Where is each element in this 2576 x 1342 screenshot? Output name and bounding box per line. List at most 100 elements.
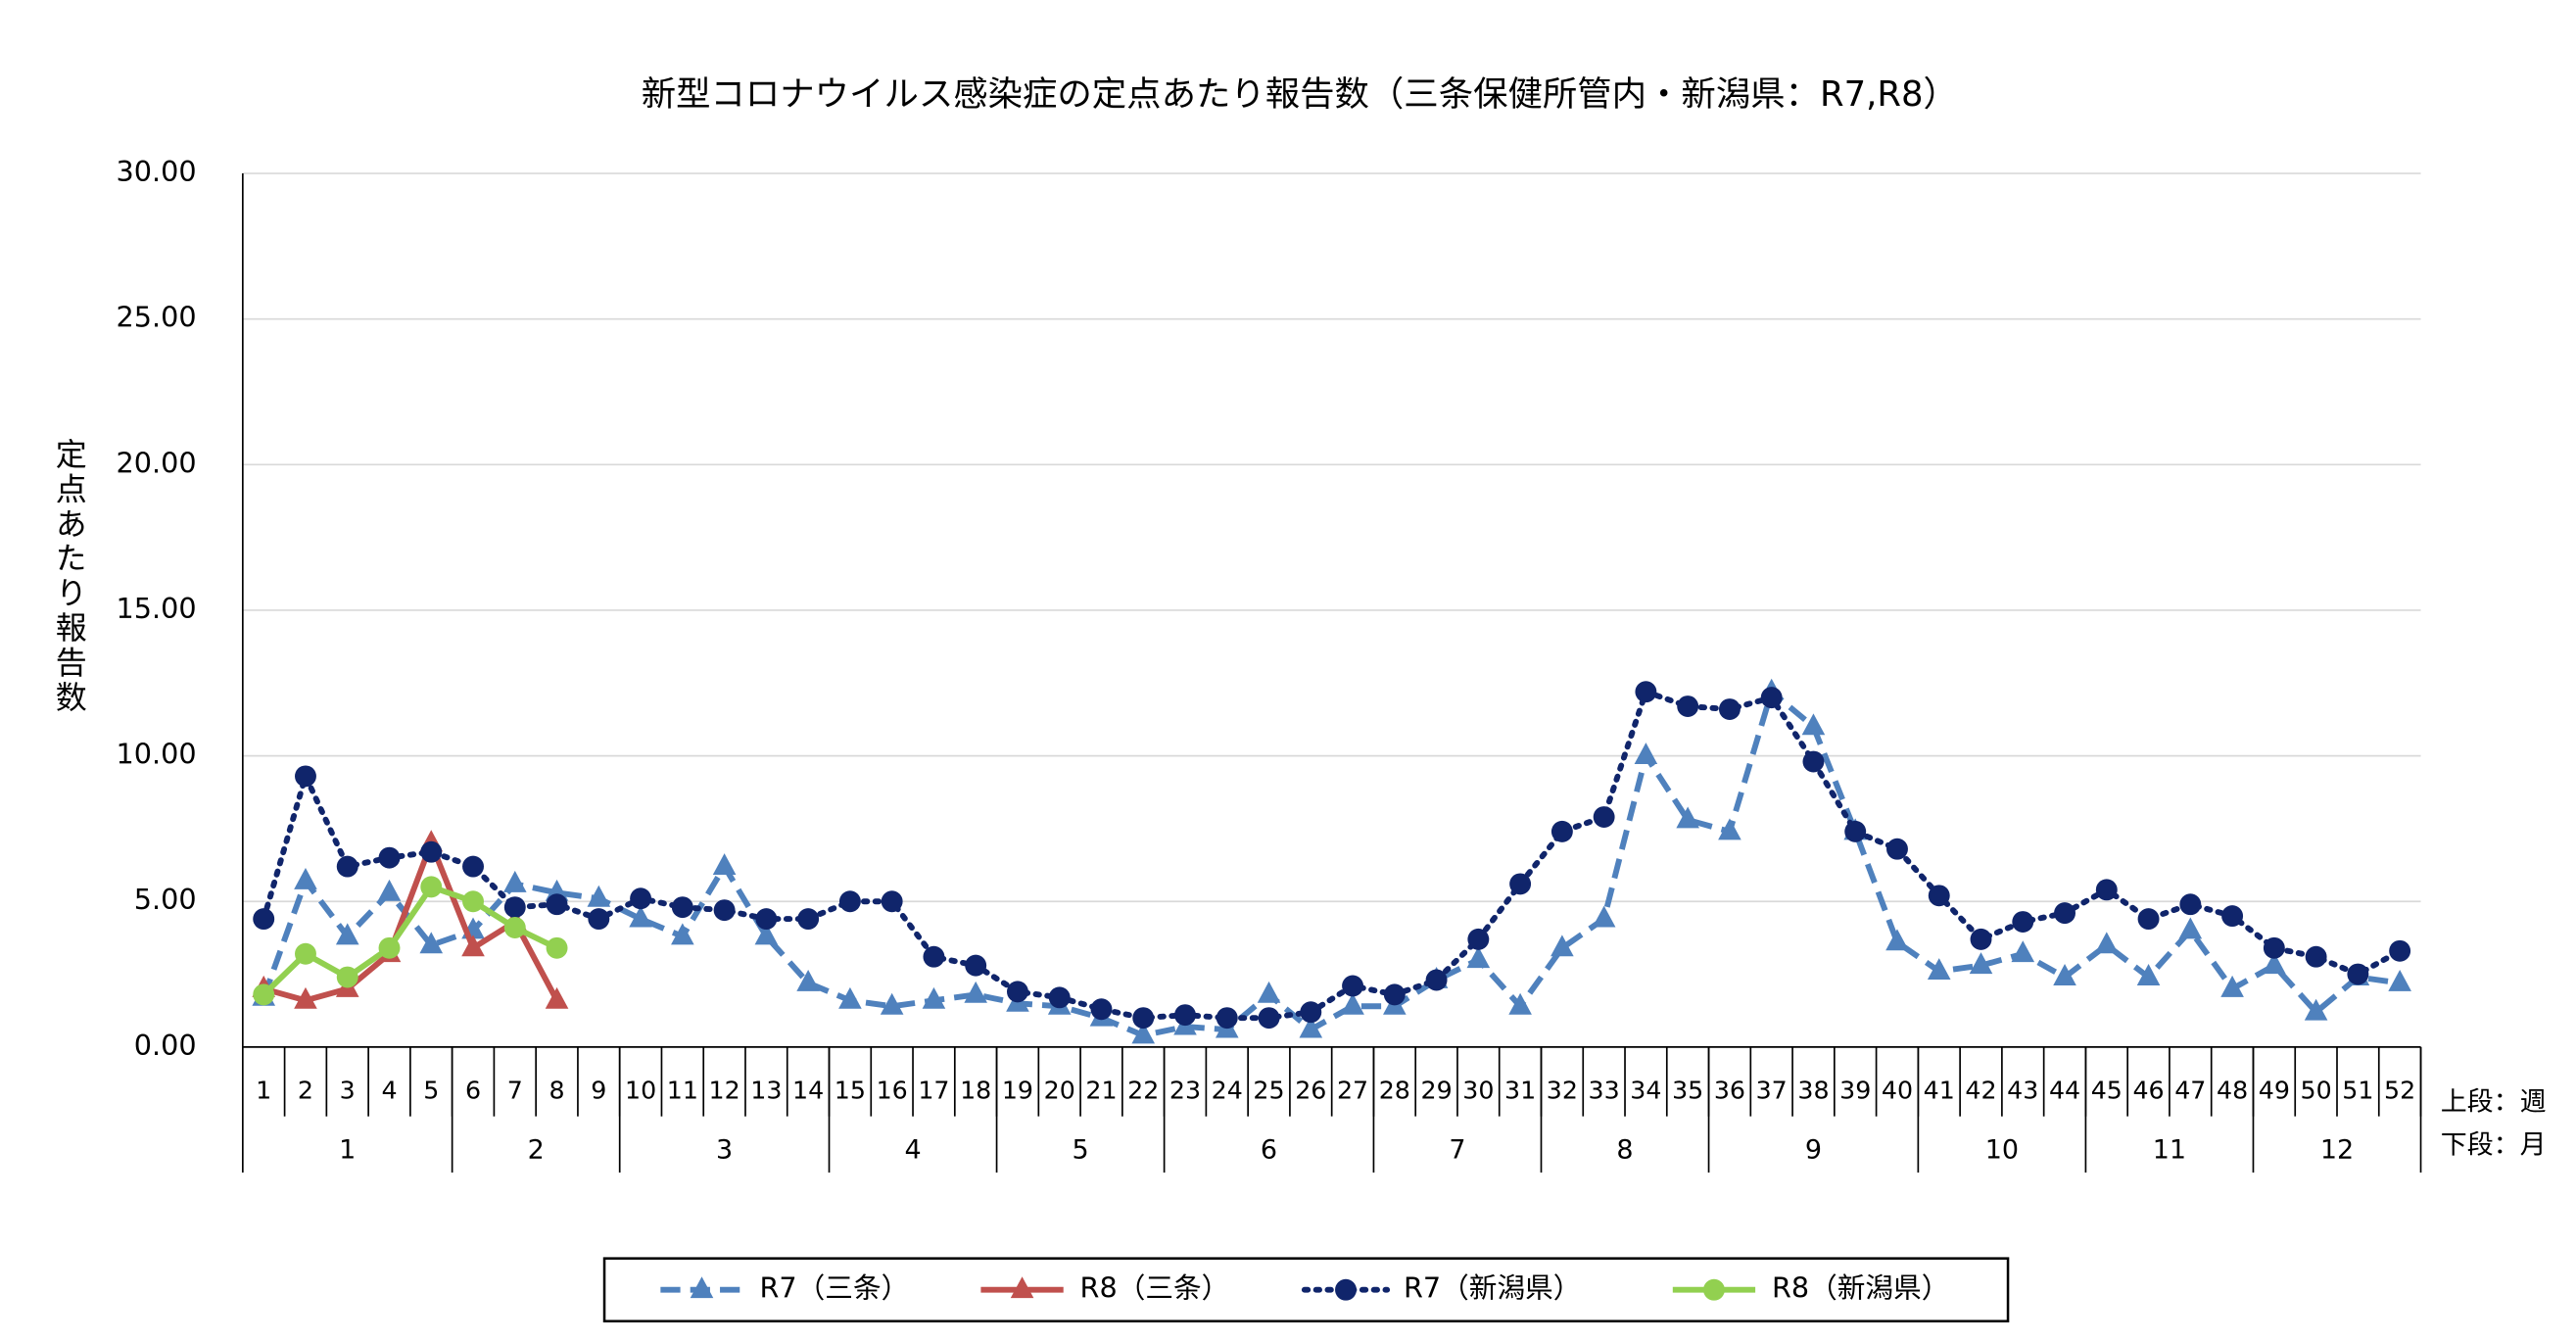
marker — [1677, 695, 1699, 718]
marker — [1676, 806, 1699, 829]
marker — [1593, 806, 1615, 828]
marker — [922, 986, 946, 1009]
marker — [1342, 975, 1364, 997]
marker — [545, 986, 569, 1009]
x-tick-label: 17 — [918, 1076, 949, 1104]
y-tick-label: 25.00 — [117, 301, 197, 334]
marker — [838, 890, 861, 913]
x-tick-label: 30 — [1462, 1076, 1494, 1104]
marker — [336, 966, 358, 988]
marker — [588, 908, 610, 931]
marker — [2053, 964, 2076, 985]
marker — [295, 765, 316, 788]
marker — [1090, 998, 1113, 1021]
marker — [294, 986, 317, 1009]
x-tick-label: 48 — [2217, 1076, 2248, 1104]
x-tick-label: 32 — [1547, 1076, 1578, 1104]
marker — [295, 942, 316, 965]
marker — [2304, 998, 2328, 1021]
y-tick-label: 5.00 — [134, 883, 197, 916]
month-label: 7 — [1449, 1135, 1465, 1166]
marker — [462, 855, 484, 878]
marker — [1341, 992, 1364, 1015]
x-tick-label: 16 — [877, 1076, 908, 1104]
x-tick-label: 29 — [1421, 1076, 1453, 1104]
x-tick-label: 15 — [835, 1076, 866, 1104]
x-tick-label: 8 — [549, 1076, 565, 1104]
marker — [1970, 928, 1992, 950]
y-tick-label: 30.00 — [117, 155, 197, 188]
marker — [1132, 1007, 1155, 1030]
x-tick-label: 21 — [1085, 1076, 1117, 1104]
x-tick-label: 23 — [1169, 1076, 1201, 1104]
marker — [336, 855, 358, 878]
y-tick-label: 10.00 — [117, 738, 197, 771]
x-tick-label: 10 — [625, 1076, 656, 1104]
marker — [378, 936, 401, 959]
month-label: 2 — [528, 1135, 545, 1166]
month-label: 9 — [1805, 1135, 1822, 1166]
x-tick-label: 5 — [423, 1076, 439, 1104]
marker — [420, 840, 443, 863]
row-label: 上段：週 — [2441, 1087, 2547, 1118]
x-tick-label: 39 — [1839, 1076, 1871, 1104]
marker — [1467, 928, 1490, 950]
marker — [2305, 945, 2327, 968]
month-label: 12 — [2320, 1135, 2354, 1166]
marker — [1131, 1022, 1156, 1044]
marker — [796, 969, 820, 991]
marker — [671, 923, 694, 945]
x-tick-label: 9 — [591, 1076, 606, 1104]
x-tick-label: 14 — [792, 1076, 824, 1104]
marker — [2221, 905, 2244, 928]
legend-label: R8（新潟県） — [1772, 1271, 1949, 1305]
x-tick-label: 42 — [1965, 1076, 1996, 1104]
marker — [1928, 885, 1950, 907]
x-tick-label: 18 — [960, 1076, 991, 1104]
marker — [546, 936, 568, 959]
x-tick-label: 11 — [667, 1076, 698, 1104]
x-tick-label: 35 — [1672, 1076, 1703, 1104]
marker — [712, 853, 737, 875]
marker — [503, 917, 526, 938]
marker — [2094, 932, 2119, 954]
month-label: 10 — [1985, 1135, 2019, 1166]
x-tick-label: 40 — [1882, 1076, 1913, 1104]
marker — [1802, 750, 1825, 773]
x-tick-label: 44 — [2049, 1076, 2080, 1104]
x-tick-label: 34 — [1630, 1076, 1661, 1104]
marker — [2136, 964, 2161, 985]
x-tick-label: 19 — [1002, 1076, 1033, 1104]
x-tick-label: 33 — [1589, 1076, 1620, 1104]
y-tick-label: 0.00 — [134, 1029, 197, 1062]
month-label: 4 — [904, 1135, 921, 1166]
month-label: 3 — [716, 1135, 733, 1166]
marker — [378, 846, 401, 869]
x-tick-label: 24 — [1212, 1076, 1243, 1104]
x-tick-label: 3 — [340, 1076, 356, 1104]
marker — [1886, 838, 1908, 860]
x-tick-label: 27 — [1337, 1076, 1368, 1104]
marker — [880, 992, 904, 1015]
marker — [1801, 713, 1826, 736]
marker — [2137, 908, 2160, 931]
marker — [1174, 1004, 1196, 1027]
marker — [253, 908, 275, 931]
marker — [420, 876, 443, 898]
marker — [1299, 1016, 1323, 1038]
marker — [671, 896, 693, 919]
y-tick-label: 15.00 — [117, 592, 197, 625]
month-label: 1 — [339, 1135, 356, 1166]
x-tick-label: 47 — [2174, 1076, 2206, 1104]
y-tick-label: 20.00 — [117, 446, 197, 479]
marker — [335, 923, 359, 945]
marker — [2054, 902, 2075, 925]
x-tick-label: 26 — [1295, 1076, 1326, 1104]
marker — [1635, 681, 1657, 703]
x-tick-label: 31 — [1504, 1076, 1536, 1104]
x-tick-label: 46 — [2132, 1076, 2164, 1104]
marker — [1257, 981, 1281, 1003]
month-label: 5 — [1073, 1135, 1089, 1166]
marker — [629, 905, 652, 928]
month-label: 6 — [1261, 1135, 1277, 1166]
